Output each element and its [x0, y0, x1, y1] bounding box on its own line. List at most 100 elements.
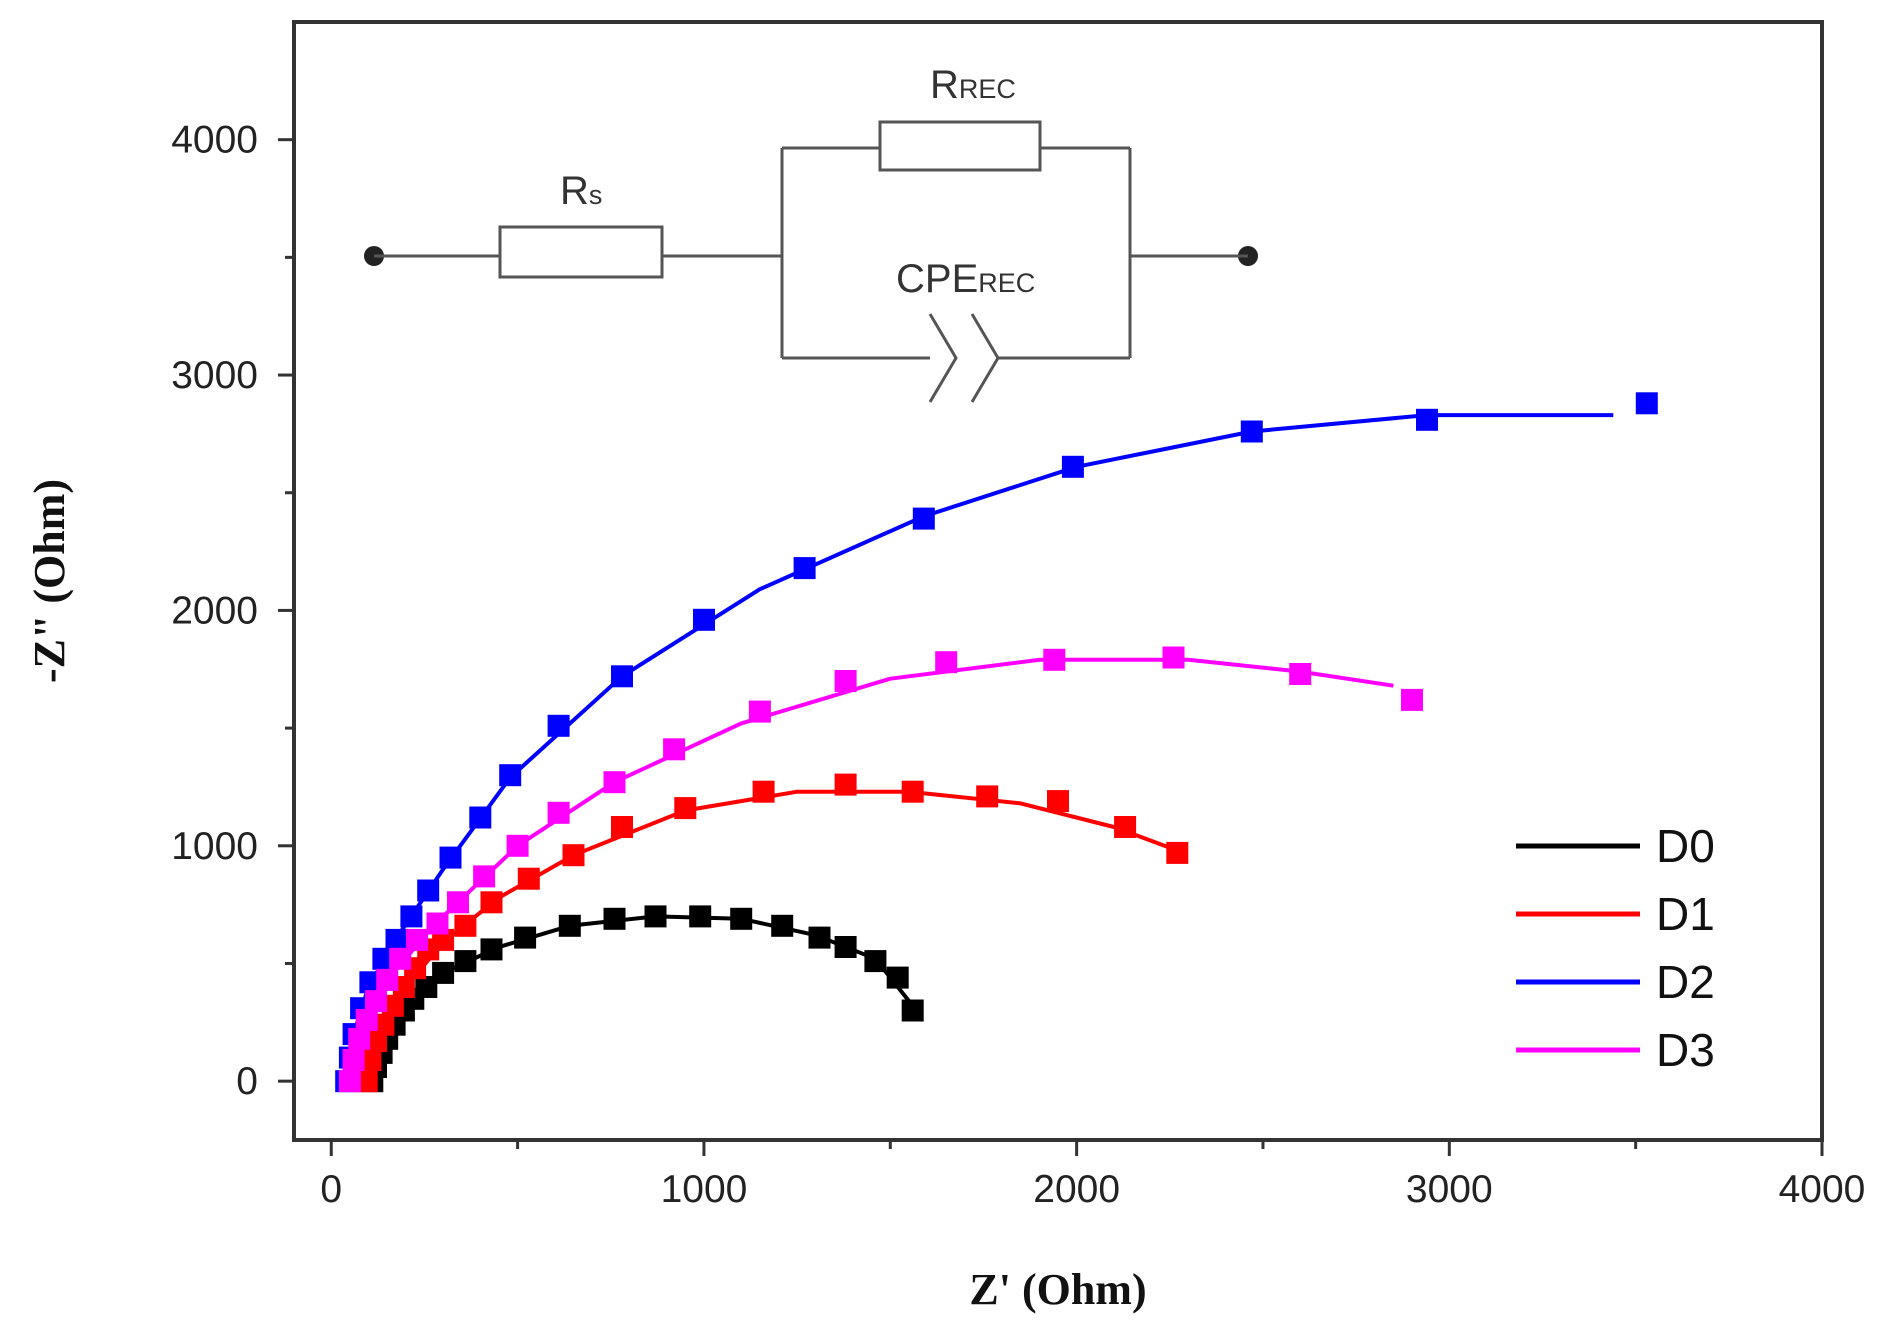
data-point-d1	[901, 780, 924, 803]
label-cperec: CPEREC	[896, 257, 1035, 301]
data-point-d3	[348, 1027, 371, 1050]
x-tick-label: 3000	[1406, 1168, 1493, 1211]
x-axis-title: Z' (Ohm)	[969, 1265, 1146, 1314]
data-point-d3	[603, 771, 626, 794]
data-point-d1	[381, 994, 404, 1017]
data-point-d3	[389, 947, 412, 970]
data-point-d2	[1240, 420, 1263, 443]
data-point-d2	[1416, 408, 1438, 431]
data-point-d3	[547, 801, 570, 824]
data-point-d3	[506, 834, 529, 857]
data-point-d2	[359, 971, 382, 994]
data-point-d1	[392, 976, 415, 998]
x-tick-label: 0	[320, 1168, 342, 1211]
data-point-d0	[432, 961, 455, 984]
data-point-d0	[834, 936, 857, 958]
resistor-rs	[498, 225, 664, 279]
x-tick-label: 1000	[661, 1168, 748, 1211]
data-point-d1	[1166, 841, 1189, 864]
data-point-d2	[499, 764, 522, 787]
data-point-d3	[342, 1049, 365, 1071]
data-point-d1	[562, 844, 585, 867]
data-point-d2	[793, 557, 816, 580]
plot-frame	[292, 20, 1824, 1142]
data-point-d2	[469, 806, 492, 829]
data-point-d2	[912, 507, 935, 530]
data-point-d1	[611, 816, 633, 838]
legend-label-d2: D2	[1656, 956, 1715, 1008]
data-point-d1	[454, 914, 477, 937]
data-point-d1	[674, 797, 697, 820]
data-point-d3	[376, 968, 399, 991]
label-rrec: RREC	[930, 63, 1016, 107]
data-point-d0	[864, 950, 887, 973]
data-point-d3	[473, 865, 496, 888]
data-point-d3	[338, 1070, 361, 1093]
data-point-d1	[372, 1013, 395, 1036]
y-axis-title: -Z" (Ohm)	[25, 479, 74, 683]
legend-label-d0: D0	[1656, 820, 1715, 872]
y-tick-label: 1000	[171, 825, 258, 868]
data-point-d3	[1289, 663, 1312, 685]
data-point-d0	[901, 999, 924, 1022]
data-point-d2	[611, 665, 633, 688]
data-point-d1	[1047, 790, 1069, 813]
data-point-d2	[417, 879, 440, 902]
cpe-symbol-right	[970, 313, 1000, 403]
data-point-d3	[834, 670, 857, 692]
data-point-d1	[834, 773, 857, 796]
y-tick-label: 4000	[171, 119, 258, 162]
data-point-d3	[365, 990, 387, 1013]
data-point-d3	[447, 891, 469, 914]
data-point-d2	[439, 846, 462, 869]
data-point-d0	[415, 976, 438, 998]
fit-line-d2	[344, 413, 1614, 1082]
data-point-d3	[426, 912, 449, 935]
data-point-d0	[454, 950, 477, 973]
data-point-d2	[1061, 455, 1084, 478]
legend-label-d3: D3	[1656, 1024, 1715, 1076]
fit-line-d3	[347, 657, 1394, 1082]
data-point-d2	[372, 947, 395, 970]
data-point-d0	[558, 914, 581, 937]
data-point-d2	[1635, 392, 1658, 415]
y-tick-label: 0	[236, 1060, 258, 1103]
data-point-d1	[752, 780, 775, 803]
legend: D0 D1 D2 D3	[1516, 820, 1715, 1076]
data-point-d0	[886, 966, 909, 989]
data-point-d1	[355, 1070, 378, 1093]
data-point-d2	[547, 714, 570, 737]
x-tick-label: 2000	[1033, 1168, 1120, 1211]
series-layer	[335, 392, 1658, 1093]
data-point-d0	[480, 938, 503, 961]
data-point-d2	[385, 928, 408, 951]
data-point-d3	[1401, 688, 1423, 711]
data-point-d0	[514, 926, 537, 949]
legend-label-d1: D1	[1656, 888, 1715, 940]
data-point-d0	[603, 907, 626, 930]
data-point-d0	[808, 926, 831, 949]
cpe-symbol-left	[928, 313, 958, 403]
label-rs: Rs	[560, 169, 602, 213]
data-point-d1	[1114, 816, 1137, 838]
data-point-d3	[1162, 646, 1185, 669]
y-tick-label: 3000	[171, 354, 258, 397]
data-point-d2	[400, 905, 423, 928]
data-point-d1	[480, 891, 503, 914]
data-point-d3	[935, 651, 958, 674]
data-point-d3	[663, 738, 686, 761]
data-point-d1	[359, 1049, 382, 1071]
data-point-d3	[748, 700, 771, 723]
data-point-d0	[644, 905, 667, 928]
axis-ticks: 0 1000 2000 3000 4000 0 1000 2000 3000 4000	[171, 119, 1865, 1211]
data-point-d3	[406, 928, 428, 951]
data-point-d3	[1043, 648, 1066, 671]
data-point-d1	[976, 785, 999, 808]
data-point-d2	[693, 608, 715, 631]
y-tick-label: 2000	[171, 589, 258, 632]
equivalent-circuit-inset: Rs RREC CPEREC	[364, 63, 1258, 403]
data-point-d3	[355, 1009, 378, 1031]
data-point-d0	[689, 905, 712, 928]
data-point-d0	[771, 914, 794, 937]
